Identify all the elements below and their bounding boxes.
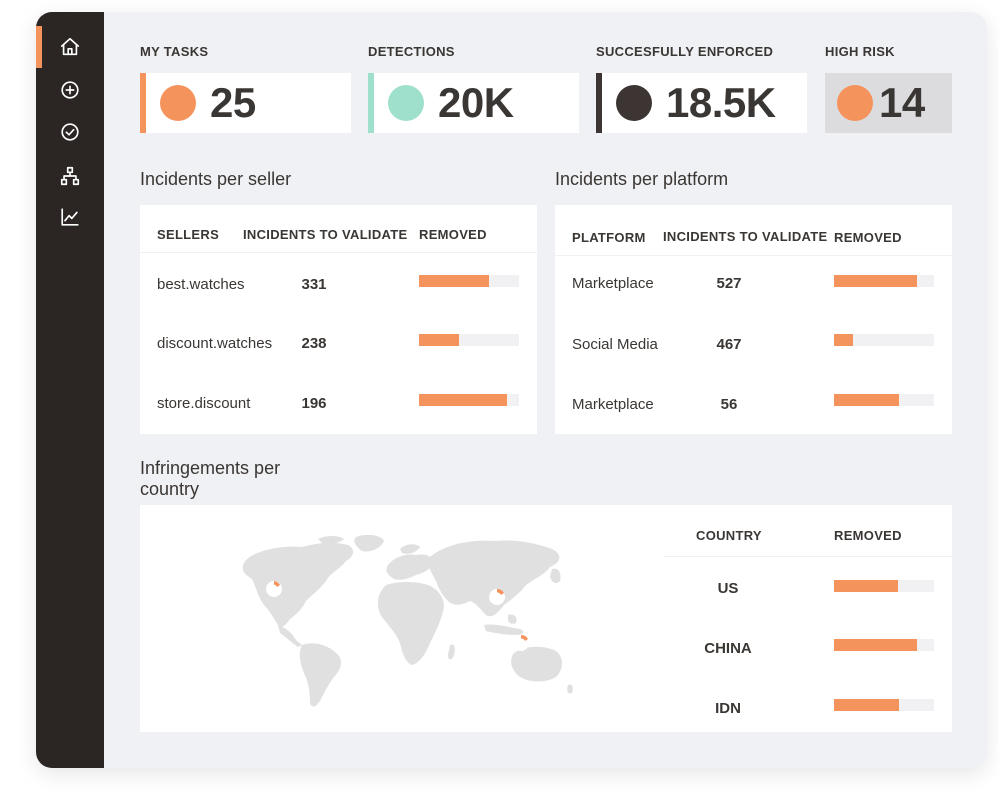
nav-home[interactable] xyxy=(36,26,104,68)
column-header-incidents: INCIDENTS TO VALIDATE xyxy=(243,227,408,242)
kpi-accent-bar xyxy=(140,73,146,133)
map-marker-arc-icon xyxy=(274,581,280,587)
sidebar xyxy=(36,12,104,768)
platform-name: Social Media xyxy=(572,336,658,353)
kpi-card-detections[interactable]: 20K xyxy=(368,73,579,133)
platforms-table: PLATFORM INCIDENTS TO VALIDATE REMOVED M… xyxy=(555,205,952,434)
removed-progress-bar xyxy=(834,580,934,592)
kpi-accent-bar xyxy=(596,73,602,133)
removed-progress-bar xyxy=(834,275,934,287)
kpi-label-high-risk: HIGH RISK xyxy=(825,44,895,59)
map-marker-arc-icon xyxy=(497,588,504,595)
kpi-card-my-tasks[interactable]: 25 xyxy=(140,73,351,133)
country-name: IDN xyxy=(715,700,741,717)
removed-progress-bar xyxy=(419,334,519,346)
hierarchy-icon xyxy=(60,166,80,186)
header-divider xyxy=(555,255,952,256)
column-header-removed: REMOVED xyxy=(834,230,902,245)
column-header-removed: REMOVED xyxy=(419,227,487,242)
removed-progress-bar xyxy=(834,699,934,711)
home-icon xyxy=(60,37,80,56)
section-title-countries: Infringements per country xyxy=(140,458,280,500)
kpi-value-detections: 20K xyxy=(438,79,514,126)
kpi-card-enforced[interactable]: 18.5K xyxy=(596,73,807,133)
sellers-table: SELLERS INCIDENTS TO VALIDATE REMOVED be… xyxy=(140,205,537,434)
removed-progress-bar xyxy=(419,394,519,406)
kpi-label-my-tasks: MY TASKS xyxy=(140,44,209,59)
world-map-land xyxy=(242,535,573,707)
removed-progress-bar xyxy=(834,639,934,651)
status-dot-icon xyxy=(837,85,873,121)
country-name: CHINA xyxy=(704,640,752,657)
countries-panel: COUNTRY REMOVED US CHINA IDN xyxy=(140,505,952,732)
column-header-platform: PLATFORM xyxy=(572,230,646,245)
section-title-line: country xyxy=(140,479,200,499)
kpi-label-enforced: SUCCESFULLY ENFORCED xyxy=(596,44,774,59)
seller-count: 238 xyxy=(301,335,327,352)
map-marker-idn[interactable] xyxy=(513,634,529,651)
kpi-value-enforced: 18.5K xyxy=(666,79,776,126)
map-marker-china[interactable] xyxy=(489,588,505,605)
country-name: US xyxy=(717,580,739,597)
nav-add[interactable] xyxy=(36,69,104,111)
status-dot-icon xyxy=(160,85,196,121)
world-map xyxy=(242,535,573,707)
column-header-removed: REMOVED xyxy=(834,528,902,543)
platform-name: Marketplace xyxy=(572,275,654,292)
platform-count: 527 xyxy=(716,275,742,292)
line-chart-icon xyxy=(61,208,79,226)
seller-name: store.discount xyxy=(157,395,251,412)
column-header-sellers: SELLERS xyxy=(157,227,220,242)
kpi-accent-bar xyxy=(368,73,374,133)
seller-count: 196 xyxy=(301,395,327,412)
column-header-incidents: INCIDENTS TO VALIDATE xyxy=(663,229,828,244)
add-circle-icon xyxy=(61,81,79,99)
platform-name: Marketplace xyxy=(572,396,654,413)
seller-count: 331 xyxy=(301,276,327,293)
kpi-value-high-risk: 14 xyxy=(879,79,925,126)
nav-network[interactable] xyxy=(36,155,104,197)
kpi-value-my-tasks: 25 xyxy=(210,79,256,126)
nav-analytics[interactable] xyxy=(36,196,104,238)
dashboard-window: MY TASKS DETECTIONS SUCCESFULLY ENFORCED… xyxy=(36,12,987,768)
kpi-card-high-risk[interactable]: 14 xyxy=(825,73,952,133)
seller-name: discount.watches xyxy=(157,335,273,352)
main-content: MY TASKS DETECTIONS SUCCESFULLY ENFORCED… xyxy=(104,12,987,768)
status-dot-icon xyxy=(388,85,424,121)
kpi-label-detections: DETECTIONS xyxy=(368,44,455,59)
header-divider xyxy=(140,252,537,253)
check-circle-icon xyxy=(61,123,79,141)
map-marker-arc-icon xyxy=(521,634,528,641)
column-header-country: COUNTRY xyxy=(696,528,762,543)
section-title-platforms: Incidents per platform xyxy=(555,169,729,189)
section-title-sellers: Incidents per seller xyxy=(140,169,292,189)
section-title-line: Infringements per xyxy=(140,458,281,478)
removed-progress-bar xyxy=(419,275,519,287)
seller-name: best.watches xyxy=(157,276,245,293)
status-dot-icon xyxy=(616,85,652,121)
platform-count: 56 xyxy=(720,396,738,413)
nav-tasks[interactable] xyxy=(36,111,104,153)
removed-progress-bar xyxy=(834,334,934,346)
header-divider xyxy=(664,556,952,557)
platform-count: 467 xyxy=(716,336,742,353)
removed-progress-bar xyxy=(834,394,934,406)
map-marker-us[interactable] xyxy=(266,581,282,597)
